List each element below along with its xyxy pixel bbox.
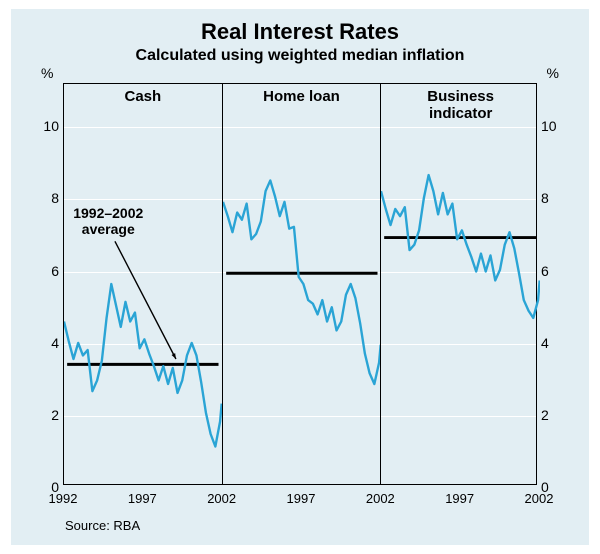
- y-tick-left: 8: [39, 190, 59, 206]
- plot-area: Cash1992–2002averageHome loanBusinessind…: [63, 83, 537, 485]
- chart-root: Real Interest Rates Calculated using wei…: [0, 0, 600, 554]
- x-tick: 2002: [207, 491, 236, 506]
- chart-subtitle: Calculated using weighted median inflati…: [11, 45, 589, 65]
- x-tick: 2002: [525, 491, 554, 506]
- x-tick: 1997: [128, 491, 157, 506]
- panel-svg: [64, 84, 222, 484]
- x-tick: 1992: [49, 491, 78, 506]
- x-tick: 1997: [287, 491, 316, 506]
- source-label: Source: RBA: [65, 518, 140, 533]
- y-tick-left: 2: [39, 407, 59, 423]
- x-tick: 1997: [445, 491, 474, 506]
- y-tick-right: 4: [541, 335, 561, 351]
- panel-svg: [223, 84, 381, 484]
- chart-title: Real Interest Rates: [11, 9, 589, 45]
- y-unit-left: %: [41, 65, 53, 81]
- chart-inner: Real Interest Rates Calculated using wei…: [10, 8, 590, 546]
- y-tick-left: 4: [39, 335, 59, 351]
- y-tick-right: 2: [541, 407, 561, 423]
- chart-panel: Home loan: [223, 84, 382, 484]
- chart-panel: Businessindicator: [381, 84, 540, 484]
- chart-panel: Cash1992–2002average: [64, 84, 223, 484]
- x-tick: 2002: [366, 491, 395, 506]
- panel-svg: [381, 84, 540, 484]
- y-tick-left: 6: [39, 263, 59, 279]
- annotation-arrowhead: [172, 353, 176, 359]
- y-tick-left: 10: [39, 118, 59, 134]
- y-tick-right: 10: [541, 118, 561, 134]
- y-tick-right: 6: [541, 263, 561, 279]
- y-unit-right: %: [547, 65, 559, 81]
- series-line: [381, 175, 540, 318]
- series-line: [223, 180, 381, 384]
- y-tick-right: 8: [541, 190, 561, 206]
